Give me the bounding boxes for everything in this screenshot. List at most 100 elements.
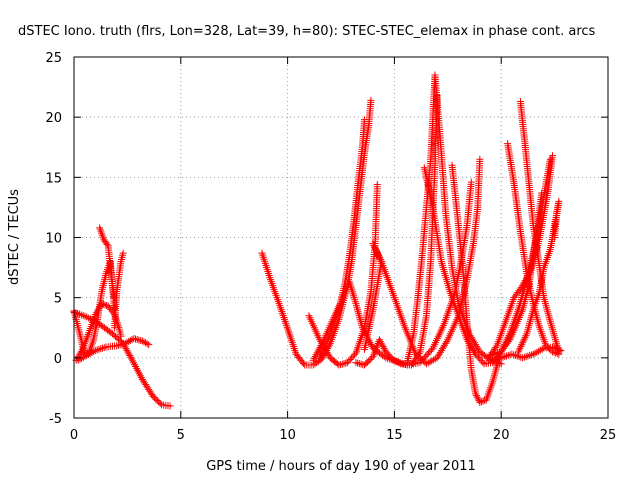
data-point [379, 343, 387, 351]
data-point [513, 352, 521, 360]
data-point [473, 342, 481, 350]
y-tick-label: 5 [54, 292, 62, 307]
data-point [515, 353, 523, 361]
data-point [548, 152, 556, 160]
data-point [93, 307, 101, 315]
data-point [440, 343, 448, 351]
data-point [503, 352, 511, 360]
data-point [507, 332, 515, 340]
data-point [77, 311, 85, 319]
data-point [98, 300, 106, 308]
data-point [433, 354, 441, 362]
data-point [323, 348, 331, 356]
data-point [88, 316, 96, 324]
data-point [472, 390, 480, 398]
data-point [508, 350, 516, 358]
data-point [288, 337, 296, 345]
data-point [98, 344, 106, 352]
data-point [548, 343, 556, 351]
data-point [140, 338, 148, 346]
data-point [91, 311, 99, 319]
y-tick-label: -5 [49, 412, 62, 427]
data-point [93, 346, 101, 354]
data-point [441, 341, 449, 349]
data-point [476, 155, 484, 163]
y-tick-label: 0 [54, 352, 62, 367]
data-point [519, 282, 527, 290]
data-point [442, 339, 450, 347]
data-point [536, 346, 544, 354]
data-point [425, 349, 433, 357]
data-point [138, 337, 146, 345]
data-point [519, 354, 527, 362]
data-point [346, 355, 354, 363]
data-point [550, 344, 558, 352]
data-point [506, 336, 514, 344]
y-tick-label: 25 [45, 51, 62, 66]
data-point [378, 341, 386, 349]
data-point [76, 349, 84, 357]
data-point [290, 344, 298, 352]
data-point [472, 341, 480, 349]
y-tick-label: 15 [45, 171, 62, 186]
data-point [367, 96, 375, 104]
data-point [514, 348, 522, 356]
data-point [522, 275, 530, 283]
data-point [507, 334, 515, 342]
data-point [515, 346, 523, 354]
series-arc-20 [489, 343, 565, 364]
data-point [92, 309, 100, 317]
data-point [476, 355, 484, 363]
data-point [521, 333, 529, 341]
data-point [527, 351, 535, 359]
data-point [143, 340, 151, 348]
x-tick-label: 15 [386, 428, 403, 443]
data-point [142, 339, 150, 347]
data-point [555, 346, 563, 354]
data-point [112, 316, 120, 324]
data-point [349, 352, 357, 360]
x-axis-label: GPS time / hours of day 190 of year 2011 [206, 459, 476, 474]
data-point [351, 351, 359, 359]
data-point [522, 353, 530, 361]
data-point [101, 301, 109, 309]
data-point [289, 341, 297, 349]
data-point [521, 276, 529, 284]
data-point [438, 345, 446, 353]
data-point [436, 348, 444, 356]
data-point [77, 347, 85, 355]
x-tick-label: 25 [600, 428, 617, 443]
series-arc-10 [316, 116, 368, 362]
data-point [426, 358, 434, 366]
data-point [430, 356, 438, 364]
data-point [477, 398, 485, 406]
data-point [299, 360, 307, 368]
data-point [529, 350, 537, 358]
data-point [156, 399, 164, 407]
data-point [511, 325, 519, 333]
data-point [524, 352, 532, 360]
data-point [520, 335, 528, 343]
data-point [511, 323, 519, 331]
data-point [79, 312, 87, 320]
data-point [95, 305, 103, 313]
data-point [96, 303, 104, 311]
data-point [85, 314, 93, 322]
data-point [497, 354, 505, 362]
data-point [81, 312, 89, 320]
data-point [510, 351, 518, 359]
y-axis-label: dSTEC / TECUs [7, 189, 22, 285]
data-point [520, 278, 528, 286]
data-point [519, 337, 527, 345]
data-point [422, 360, 430, 368]
data-point [97, 345, 105, 353]
axis-ticks [73, 56, 609, 419]
data-point [477, 357, 485, 365]
data-point [343, 359, 351, 367]
x-tick-label: 0 [70, 428, 78, 443]
data-point [426, 347, 434, 355]
data-point [74, 309, 82, 317]
data-point [377, 339, 385, 347]
data-point [103, 240, 111, 248]
data-point [166, 402, 174, 410]
